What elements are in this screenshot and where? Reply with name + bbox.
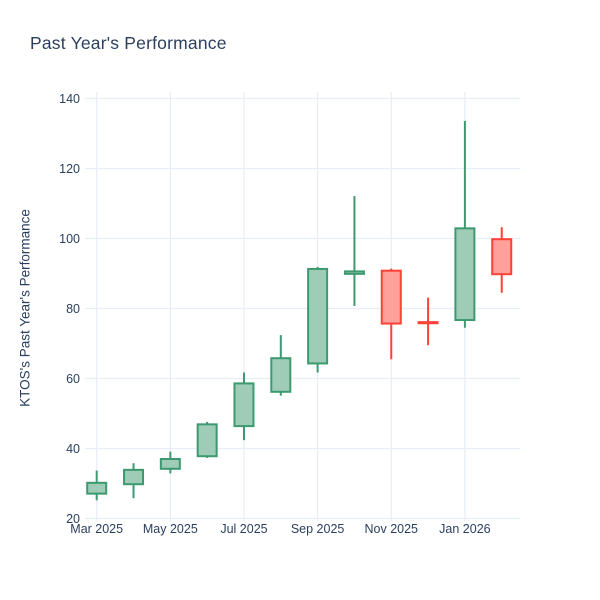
candle-body <box>380 269 402 325</box>
x-tick-label: Sep 2025 <box>291 522 345 536</box>
candlestick-dec-2025[interactable] <box>417 297 439 346</box>
y-tick-label: 60 <box>66 372 80 386</box>
candle-body <box>233 382 255 428</box>
candle-body <box>86 481 108 495</box>
candlestick-jul-2025[interactable] <box>233 372 255 441</box>
candle-body <box>159 458 181 470</box>
x-tick-label: Jan 2026 <box>439 522 490 536</box>
candlestick-nov-2025[interactable] <box>380 268 402 360</box>
candlestick-jun-2025[interactable] <box>196 421 218 458</box>
candlestick-feb-2026[interactable] <box>491 227 513 293</box>
chart-title: Past Year's Performance <box>30 33 227 53</box>
candle-body <box>123 468 145 486</box>
candle-body <box>417 321 439 325</box>
candle-body <box>196 423 218 458</box>
y-tick-label: 80 <box>66 302 80 316</box>
x-tick-label: May 2025 <box>143 522 198 536</box>
candlestick-mar-2025[interactable] <box>86 470 108 501</box>
candle-body <box>307 267 329 365</box>
y-tick-label: 40 <box>66 442 80 456</box>
candle-body <box>491 238 513 276</box>
y-tick-label: 140 <box>59 92 80 106</box>
y-tick-label: 100 <box>59 232 80 246</box>
candle-body <box>454 227 476 322</box>
candle-body <box>343 270 365 275</box>
y-tick-label: 20 <box>66 512 80 526</box>
x-tick-label: Jul 2025 <box>220 522 267 536</box>
candle-body <box>270 357 292 393</box>
y-tick-label: 120 <box>59 162 80 176</box>
candlestick-may-2025[interactable] <box>159 451 181 474</box>
candlestick-oct-2025[interactable] <box>343 196 365 307</box>
candlestick-sep-2025[interactable] <box>307 266 329 373</box>
candlestick-jan-2026[interactable] <box>454 120 476 328</box>
candlestick-apr-2025[interactable] <box>123 463 145 499</box>
candlestick-aug-2025[interactable] <box>270 335 292 396</box>
x-tick-label: Nov 2025 <box>365 522 419 536</box>
x-tick-label: Mar 2025 <box>70 522 123 536</box>
